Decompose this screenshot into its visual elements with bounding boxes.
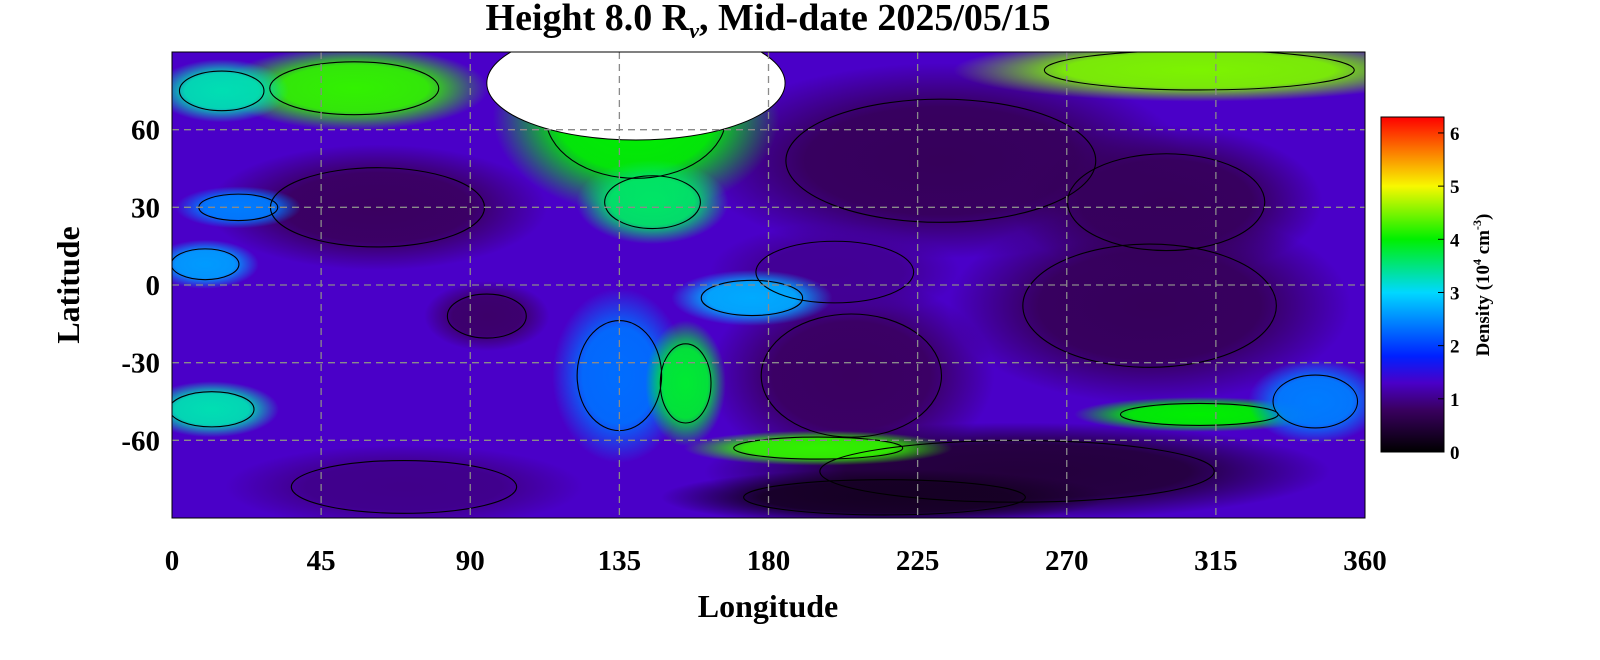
contour-line (1043, 52, 1355, 91)
density-blob (225, 445, 583, 518)
contour-line (269, 61, 440, 116)
y-tick-label: 0 (146, 270, 161, 302)
missing-data-area (486, 52, 786, 141)
contour-line (178, 70, 265, 112)
contour-line (604, 175, 701, 230)
y-tick-label: -30 (121, 348, 160, 380)
density-blob (683, 430, 953, 466)
x-tick-label: 225 (896, 545, 940, 577)
contour-line (659, 343, 712, 424)
contour-line (1022, 243, 1277, 368)
density-blob (708, 277, 995, 474)
density-blob (220, 52, 489, 131)
density-features (172, 52, 1365, 518)
density-blob (172, 381, 279, 438)
contour-line (172, 248, 240, 281)
contour-line (290, 459, 518, 514)
density-blob (671, 269, 833, 326)
contour-line (700, 279, 804, 317)
y-tick-label: 30 (131, 192, 160, 224)
colorbar-tick-label: 6 (1450, 124, 1460, 145)
x-tick-label: 315 (1194, 545, 1238, 577)
colorbar-label: Density (104 cm-3) (1470, 214, 1494, 357)
contour-line (1272, 374, 1359, 429)
density-blob (660, 469, 1109, 518)
colorbar-tick-label: 2 (1450, 337, 1460, 358)
y-axis-ticks: 60 30 0 -30 -60 (121, 115, 160, 458)
x-tick-label: 135 (598, 545, 642, 577)
y-tick-label: 60 (131, 115, 160, 147)
plot-frame (171, 51, 1366, 519)
density-blob (645, 320, 726, 447)
contour-line (172, 391, 255, 428)
colorbar-ticks: 0 1 2 3 4 5 6 (1438, 124, 1460, 464)
chart-title: Height 8.0 Rv, Mid-date 2025/05/15 (486, 0, 1051, 43)
density-blob (172, 59, 289, 123)
contour-line (785, 98, 1097, 223)
colorbar-tick-label: 5 (1450, 177, 1460, 198)
contour-line (733, 436, 904, 460)
y-axis-label: Latitude (50, 226, 86, 343)
density-blob (1248, 359, 1365, 444)
x-axis-ticks: 0 45 90 135 180 225 270 315 360 (165, 545, 1387, 577)
x-tick-label: 180 (747, 545, 791, 577)
x-tick-label: 360 (1343, 545, 1387, 577)
y-tick-label: -60 (121, 425, 160, 457)
density-blob (953, 52, 1365, 102)
x-axis-label: Longitude (698, 588, 838, 624)
x-tick-label: 270 (1045, 545, 1089, 577)
density-blob (172, 239, 259, 289)
colorbar-tick-label: 0 (1450, 443, 1460, 464)
density-blob (576, 160, 729, 245)
contour-line (743, 479, 1026, 516)
density-blob (948, 207, 1351, 404)
colorbar: 0 1 2 3 4 5 6 Density (104 cm-3) (1380, 116, 1494, 464)
colorbar-tick-label: 1 (1450, 390, 1460, 411)
density-map (172, 52, 1365, 518)
colorbar-tick-label: 4 (1450, 230, 1460, 251)
x-tick-label: 90 (456, 545, 485, 577)
missing-data-region (486, 52, 786, 141)
x-tick-label: 0 (165, 545, 180, 577)
colorbar-scale (1380, 116, 1445, 453)
contour-line (446, 293, 527, 339)
contour-lines (172, 52, 1359, 516)
density-blob (424, 281, 550, 352)
contour-line (755, 240, 915, 304)
contour-line (1067, 153, 1266, 252)
contour-line (760, 313, 943, 438)
colorbar-tick-label: 3 (1450, 283, 1460, 304)
grid-lines (172, 52, 1365, 518)
x-tick-label: 45 (307, 545, 336, 577)
